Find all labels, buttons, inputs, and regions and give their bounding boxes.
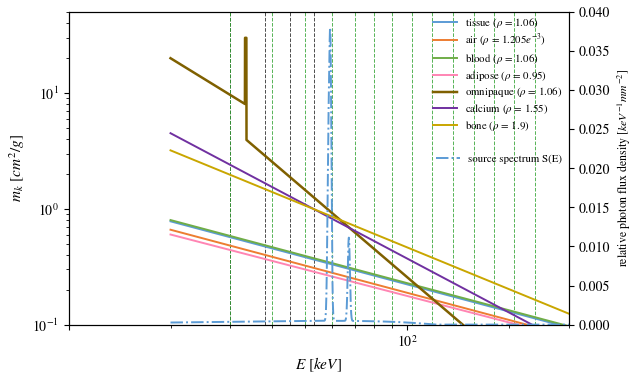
Y-axis label: $m_k$ $[cm^2/g]$: $m_k$ $[cm^2/g]$	[7, 134, 26, 202]
Legend: source spectrum S(E): source spectrum S(E)	[431, 150, 567, 168]
Y-axis label: relative photon flux density $[keV^{-1}mm^{-2}]$: relative photon flux density $[keV^{-1}m…	[616, 69, 633, 267]
X-axis label: E $[keV]$: E $[keV]$	[295, 356, 342, 374]
